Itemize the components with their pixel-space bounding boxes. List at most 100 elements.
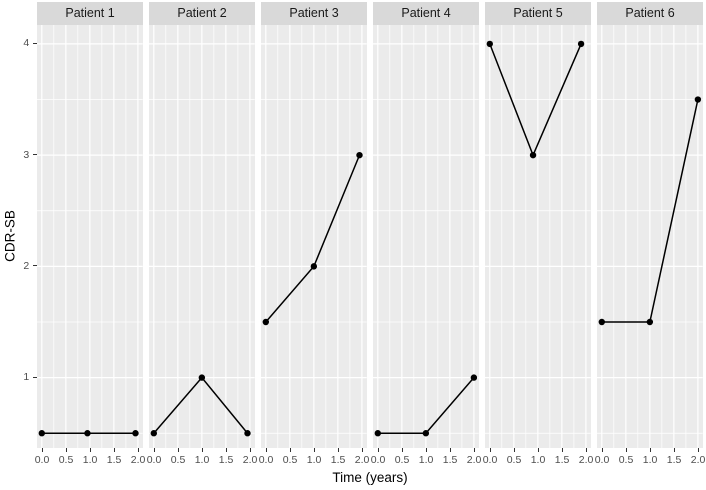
data-point [694,95,702,103]
facet-strip: Patient 6 [597,2,703,25]
data-point [244,429,251,436]
x-tick-mark [249,448,251,453]
x-tick-label: 0.5 [58,454,74,467]
x-tick-label: 2.0 [242,454,258,467]
x-tick-mark [697,448,699,453]
x-tick-mark [313,448,315,453]
y-tick-mark [33,376,38,378]
x-tick-mark [89,448,91,453]
data-point [646,318,654,325]
strip-label: Patient 6 [625,6,675,21]
strip-label: Patient 4 [401,6,451,21]
x-tick-mark [673,448,675,453]
x-tick-label: 0.5 [394,454,410,467]
data-line [153,375,249,434]
y-tick-mark [33,42,38,44]
x-tick-label: 2.0 [130,454,146,467]
data-point [486,40,494,47]
x-tick-mark [537,448,539,453]
data-point [422,429,430,436]
x-tick-label: 1.0 [194,454,210,467]
x-tick-mark [337,448,339,453]
x-tick-mark [201,448,203,453]
x-tick-label: 1.5 [218,454,234,467]
y-tick-mark [33,265,38,267]
x-tick-label: 0.0 [594,454,610,467]
x-tick-label: 2.0 [578,454,594,467]
x-axis-title: Time (years) [332,470,408,485]
x-tick-mark [473,448,475,453]
x-tick-mark [361,448,363,453]
x-tick-mark [513,448,515,453]
x-tick-label: 1.5 [330,454,346,467]
x-tick-label: 1.5 [666,454,682,467]
y-tick-mark [33,154,38,156]
x-tick-mark [41,448,43,453]
x-tick-mark [377,448,379,453]
x-tick-mark [561,448,563,453]
x-tick-mark [625,448,627,453]
x-tick-mark [65,448,67,453]
x-tick-label: 1.0 [82,454,98,467]
data-point [356,151,363,158]
x-tick-mark [153,448,155,453]
x-tick-label: 0.0 [34,454,50,467]
x-tick-label: 0.0 [258,454,274,467]
data-line [265,154,361,322]
facet-strip: Patient 4 [373,2,479,25]
x-tick-label: 2.0 [354,454,370,467]
data-point [598,318,606,325]
strip-label: Patient 2 [177,6,227,21]
facet-strip: Patient 5 [485,2,591,25]
facet-panel [485,24,591,449]
x-tick-mark [585,448,587,453]
x-tick-label: 0.0 [482,454,498,467]
facet-panel [261,24,367,449]
y-tick-label: 3 [23,148,30,161]
data-point [470,373,478,381]
x-tick-mark [649,448,651,453]
facet-strip: Patient 1 [37,2,143,25]
x-tick-label: 2.0 [466,454,482,467]
x-tick-mark [289,448,291,453]
x-tick-label: 1.0 [642,454,658,467]
strip-label: Patient 5 [513,6,563,21]
x-tick-mark [401,448,403,453]
x-tick-label: 0.0 [370,454,386,467]
x-tick-label: 0.0 [146,454,162,467]
facet-strip: Patient 2 [149,2,255,25]
x-tick-label: 1.5 [442,454,458,467]
data-point [198,373,206,381]
y-tick-label: 4 [23,37,30,50]
data-point [38,429,46,436]
strip-label: Patient 3 [289,6,339,21]
x-tick-label: 1.5 [554,454,570,467]
x-tick-label: 1.0 [418,454,434,467]
x-tick-label: 1.5 [106,454,122,467]
data-point [530,151,537,158]
x-tick-mark [137,448,139,453]
y-tick-label: 1 [23,371,30,384]
x-tick-label: 0.5 [506,454,522,467]
facet-panel [373,24,479,449]
x-tick-label: 1.0 [306,454,322,467]
x-tick-label: 0.5 [282,454,298,467]
strip-label: Patient 1 [65,6,115,21]
data-point [262,318,270,325]
facet-strip: Patient 3 [261,2,367,25]
data-point [132,429,139,436]
x-tick-mark [489,448,491,453]
data-point [578,40,585,47]
data-point [84,429,91,436]
data-point [374,429,382,436]
x-tick-label: 1.0 [530,454,546,467]
facet-panel [37,24,143,449]
y-tick-label: 2 [23,259,30,272]
x-tick-label: 2.0 [690,454,706,467]
data-point [310,262,318,270]
facet-panel [597,24,703,449]
x-tick-mark [449,448,451,453]
x-tick-mark [265,448,267,453]
x-tick-mark [177,448,179,453]
